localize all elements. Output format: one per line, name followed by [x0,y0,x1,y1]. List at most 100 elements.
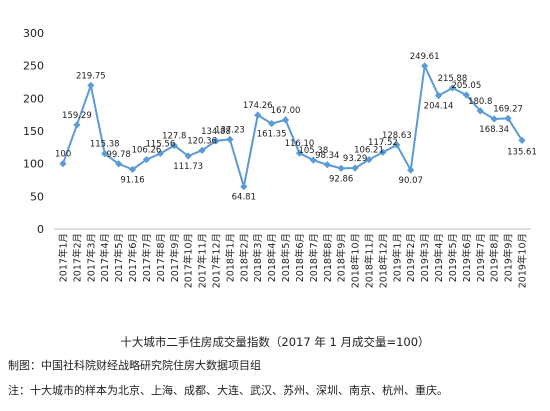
data-label: 127.8 [162,132,186,142]
data-point [212,137,220,145]
data-label: 100 [55,150,71,160]
data-point [268,119,276,128]
x-tick-label: 2017年7月 [141,233,153,282]
data-point [226,135,234,143]
x-tick-label: 2018年5月 [280,233,292,282]
data-point [337,164,345,172]
data-point [393,141,401,149]
data-point [323,161,331,169]
data-label: 115.38 [90,140,120,150]
x-tick-label: 2017年4月 [99,233,111,282]
data-point [295,149,304,157]
data-point [59,160,67,168]
x-axis: 2017年1月 2017年2月 2017年3月 2017年4月 2017年5月 2017年… [54,228,531,288]
data-label: 161.35 [257,130,287,140]
data-label: 167.00 [271,106,301,116]
x-tick-label: 2017年12月 [211,233,223,288]
x-tick-label: 2018年2月 [238,233,250,282]
data-point [504,114,512,123]
data-point [240,183,248,191]
data-label: 135.61 [507,147,537,157]
data-point [254,111,262,119]
data-label: 115.56 [145,140,175,150]
data-point [407,166,415,174]
data-label: 120.36 [187,136,217,146]
x-tick-label: 2019年9月 [503,233,515,282]
x-tick-label: 2017年10月 [183,233,195,288]
x-tick-label: 2019年10月 [517,233,529,288]
x-tick-label: 2018年6月 [294,233,306,282]
data-label: 98.34 [315,151,339,161]
series-line [62,62,523,187]
data-point [448,84,457,92]
sample-note: 注：十大城市的样本为北京、上海、成都、大连、武汉、苏州、深圳、南京、杭州、重庆。 [8,384,448,397]
data-label: 64.81 [232,193,256,203]
y-tick-label: 50 [30,190,44,203]
data-point [184,152,192,160]
x-tick-label: 2018年7月 [308,233,320,282]
data-point [434,92,443,100]
data-label: 90.07 [399,176,423,186]
data-label: 215.88 [438,74,468,84]
data-label: 134.88 [201,127,231,137]
x-tick-label: 2017年1月 [58,233,70,282]
x-tick-label: 2017年6月 [127,233,139,282]
data-point [476,107,484,115]
data-label: 117.52 [368,138,398,148]
x-tick-label: 2018年1月 [224,233,236,282]
data-point [379,148,387,156]
data-point [518,136,526,145]
data-point [365,156,373,164]
data-label: 92.86 [329,174,353,184]
data-label: 205.05 [451,81,481,91]
data-label: 116.10 [285,139,315,149]
data-label: 106.26 [132,146,162,156]
x-tick-label: 2018年3月 [252,233,264,282]
data-point [115,160,123,168]
data-label: 249.61 [410,52,440,62]
data-label: 219.75 [76,71,106,81]
data-label: 128.63 [382,131,412,141]
data-label: 91.16 [120,175,144,185]
y-tick-label: 150 [23,125,44,138]
x-tick-label: 2017年11月 [197,233,209,288]
y-axis: 0 50 100 150 200 250 300 [23,27,44,236]
y-tick-label: 300 [23,27,44,40]
x-tick-label: 2019年3月 [419,233,431,282]
x-tick-label: 2018年8月 [322,233,334,282]
data-point [490,115,498,123]
x-tick-label: 2018年9月 [336,233,348,282]
x-tick-label: 2018年11月 [364,233,376,288]
data-label: 93.29 [343,154,367,164]
y-tick-label: 250 [23,60,44,73]
data-point [309,156,317,164]
data-label: 180.8 [468,97,492,107]
x-tick-label: 2019年4月 [433,233,445,282]
x-tick-label: 2017年5月 [113,233,125,282]
x-tick-label: 2018年12月 [377,233,389,288]
data-label: 137.23 [215,125,245,135]
data-label: 105.38 [298,146,328,156]
x-tick-label: 2019年8月 [489,233,501,282]
data-point [351,164,359,172]
data-point [142,155,151,164]
x-tick-label: 2018年10月 [350,233,362,288]
x-tick-label: 2017年3月 [85,233,97,282]
data-points [59,62,526,191]
x-tick-label: 2019年5月 [447,233,459,282]
x-tick-label: 2019年6月 [461,233,473,282]
y-tick-label: 200 [23,92,44,105]
x-tick-label: 2017年8月 [155,233,167,282]
line-chart: 0 50 100 150 200 250 300 2017年1月 2017年2月 2017年3月… [23,27,537,288]
chart-title: 十大城市二手住房成交量指数（2017 年 1 月成交量=100） [120,335,430,349]
data-label: 168.34 [479,125,509,135]
data-point [156,149,164,158]
data-label: 111.73 [173,162,203,172]
data-label: 174.26 [243,101,273,111]
x-tick-label: 2019年2月 [405,233,417,282]
data-label: 159.29 [62,111,92,121]
x-tick-label: 2017年9月 [169,233,181,282]
data-point [281,116,290,124]
x-tick-label: 2018年4月 [266,233,278,282]
x-tick-label: 2019年7月 [475,233,487,282]
